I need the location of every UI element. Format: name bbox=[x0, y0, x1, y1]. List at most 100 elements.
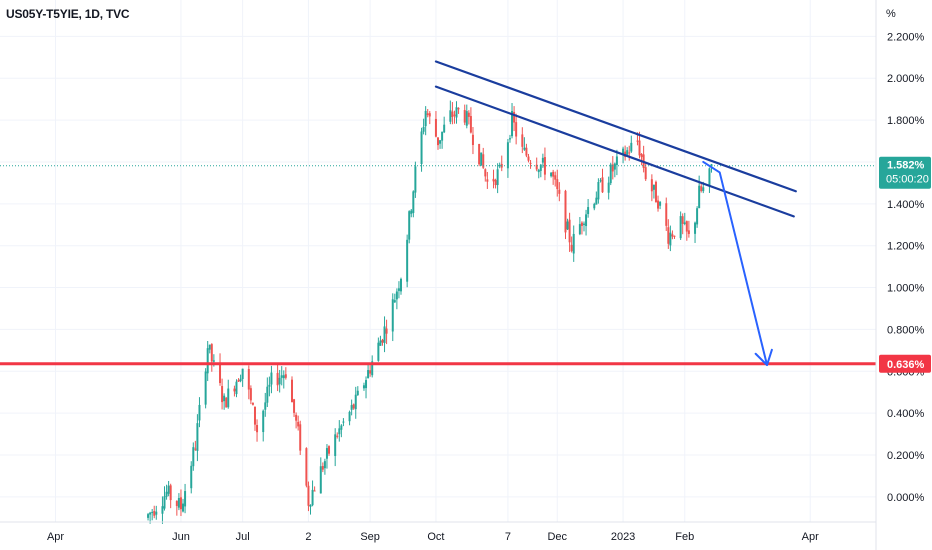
candle-body bbox=[264, 402, 267, 410]
chart-title: US05Y-T5YIE, 1D, TVC bbox=[6, 7, 130, 21]
candle-body bbox=[204, 371, 207, 405]
candle-body bbox=[395, 291, 398, 300]
candle-body bbox=[270, 372, 273, 385]
candle-body bbox=[439, 140, 442, 144]
candle-body bbox=[352, 404, 355, 409]
candle-body bbox=[687, 230, 690, 234]
x-tick-label: Apr bbox=[47, 531, 64, 543]
candle-body bbox=[276, 372, 279, 386]
y-tick-label: 2.000% bbox=[887, 73, 925, 85]
y-tick-label: 0.200% bbox=[887, 450, 925, 462]
candle-body bbox=[696, 208, 699, 225]
candle-body bbox=[147, 514, 150, 518]
candle-body bbox=[151, 511, 154, 513]
candle-body bbox=[235, 381, 238, 395]
candle-body bbox=[241, 368, 244, 379]
candle-body bbox=[412, 191, 415, 213]
candle-body bbox=[428, 113, 431, 117]
candle-body bbox=[282, 375, 285, 379]
candle-body bbox=[393, 300, 396, 303]
x-tick-label: Dec bbox=[547, 531, 567, 543]
candle-body bbox=[441, 131, 444, 141]
x-tick-label: Jul bbox=[236, 531, 250, 543]
support-level-badge bbox=[879, 354, 931, 373]
candle-body bbox=[369, 370, 372, 374]
candle-body bbox=[284, 374, 287, 378]
candle-body bbox=[167, 485, 170, 494]
candle-body bbox=[671, 234, 674, 237]
x-tick-label: Apr bbox=[802, 531, 819, 543]
candle-body bbox=[210, 344, 213, 362]
candle-body bbox=[342, 421, 345, 423]
candle-body bbox=[212, 360, 215, 362]
y-tick-label: 2.200% bbox=[887, 31, 925, 43]
candle-body bbox=[595, 197, 598, 205]
candle-body bbox=[527, 156, 530, 161]
time-axis[interactable]: Apr Jun Jul 2 Sep Oct 7 Dec 2023 Feb Apr bbox=[0, 521, 876, 543]
candle-body bbox=[708, 168, 711, 187]
candle-body bbox=[492, 178, 495, 182]
candle-body bbox=[278, 377, 281, 385]
candle-body bbox=[543, 157, 546, 175]
candle-body bbox=[233, 388, 236, 392]
candle-body bbox=[681, 216, 684, 224]
candle-body bbox=[196, 423, 199, 451]
candle-body bbox=[163, 496, 166, 509]
axis-unit-label: % bbox=[886, 8, 896, 20]
candle-body bbox=[239, 378, 242, 382]
candle-body bbox=[371, 361, 374, 376]
y-tick-label: 1.400% bbox=[887, 199, 925, 211]
candle-body bbox=[408, 211, 411, 240]
candle-body bbox=[383, 326, 386, 343]
candle-body bbox=[397, 288, 400, 291]
candle-body bbox=[149, 512, 152, 515]
y-tick-label: 1.200% bbox=[887, 241, 925, 253]
candle-body bbox=[356, 390, 359, 396]
candle-body bbox=[379, 340, 382, 346]
candle-body bbox=[169, 485, 172, 501]
candle-body bbox=[535, 164, 538, 170]
candle-body bbox=[554, 175, 557, 180]
candle-body bbox=[587, 207, 590, 215]
candle-body bbox=[665, 203, 668, 226]
trendline bbox=[434, 60, 797, 193]
x-tick-label: 2023 bbox=[611, 531, 635, 543]
candle-body bbox=[552, 171, 555, 177]
candle-body bbox=[206, 348, 209, 374]
arrow-head bbox=[754, 348, 773, 367]
candle-body bbox=[455, 107, 458, 118]
candle-body bbox=[593, 203, 596, 209]
y-tick-label: 1.000% bbox=[887, 283, 925, 295]
candle-body bbox=[249, 388, 252, 401]
x-tick-label: 7 bbox=[505, 531, 511, 543]
candle-body bbox=[550, 172, 553, 177]
candle-body bbox=[673, 235, 676, 237]
candle-body bbox=[694, 222, 697, 234]
candle-body bbox=[161, 506, 164, 514]
candle-body bbox=[558, 189, 561, 194]
candle-body bbox=[570, 244, 573, 252]
candle-body bbox=[437, 137, 439, 146]
candle-body bbox=[297, 421, 300, 427]
candle-body bbox=[410, 210, 413, 214]
candle-body bbox=[644, 167, 647, 180]
candle-body bbox=[478, 144, 481, 165]
candle-body bbox=[572, 233, 575, 254]
x-tick-label: Jun bbox=[172, 531, 190, 543]
price-axis[interactable]: 0.000%0.200%0.400%0.600%0.800%1.000%1.20… bbox=[875, 0, 925, 550]
candle-body bbox=[679, 216, 682, 239]
projection-arrow bbox=[702, 160, 769, 367]
candle-body bbox=[654, 181, 657, 203]
x-tick-label: Oct bbox=[427, 531, 444, 543]
candle-body bbox=[434, 118, 437, 137]
candle-body bbox=[480, 152, 483, 166]
candle-body bbox=[426, 113, 429, 115]
candle-body bbox=[321, 466, 324, 470]
candle-body bbox=[325, 448, 328, 459]
candle-body bbox=[313, 490, 316, 492]
candle-body bbox=[424, 110, 427, 127]
candle-body bbox=[177, 498, 180, 508]
candle-body bbox=[381, 339, 384, 343]
candle-body bbox=[580, 222, 583, 226]
